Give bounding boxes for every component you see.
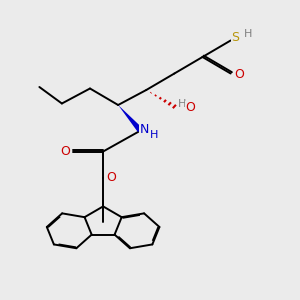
Text: S: S	[231, 31, 239, 44]
Text: O: O	[60, 145, 70, 158]
Text: H: H	[150, 130, 158, 140]
Text: H: H	[178, 99, 186, 109]
Text: H: H	[244, 29, 252, 39]
Text: O: O	[234, 68, 244, 82]
Polygon shape	[118, 105, 143, 132]
Text: N: N	[140, 123, 149, 136]
Text: O: O	[185, 101, 195, 114]
Text: O: O	[106, 171, 116, 184]
